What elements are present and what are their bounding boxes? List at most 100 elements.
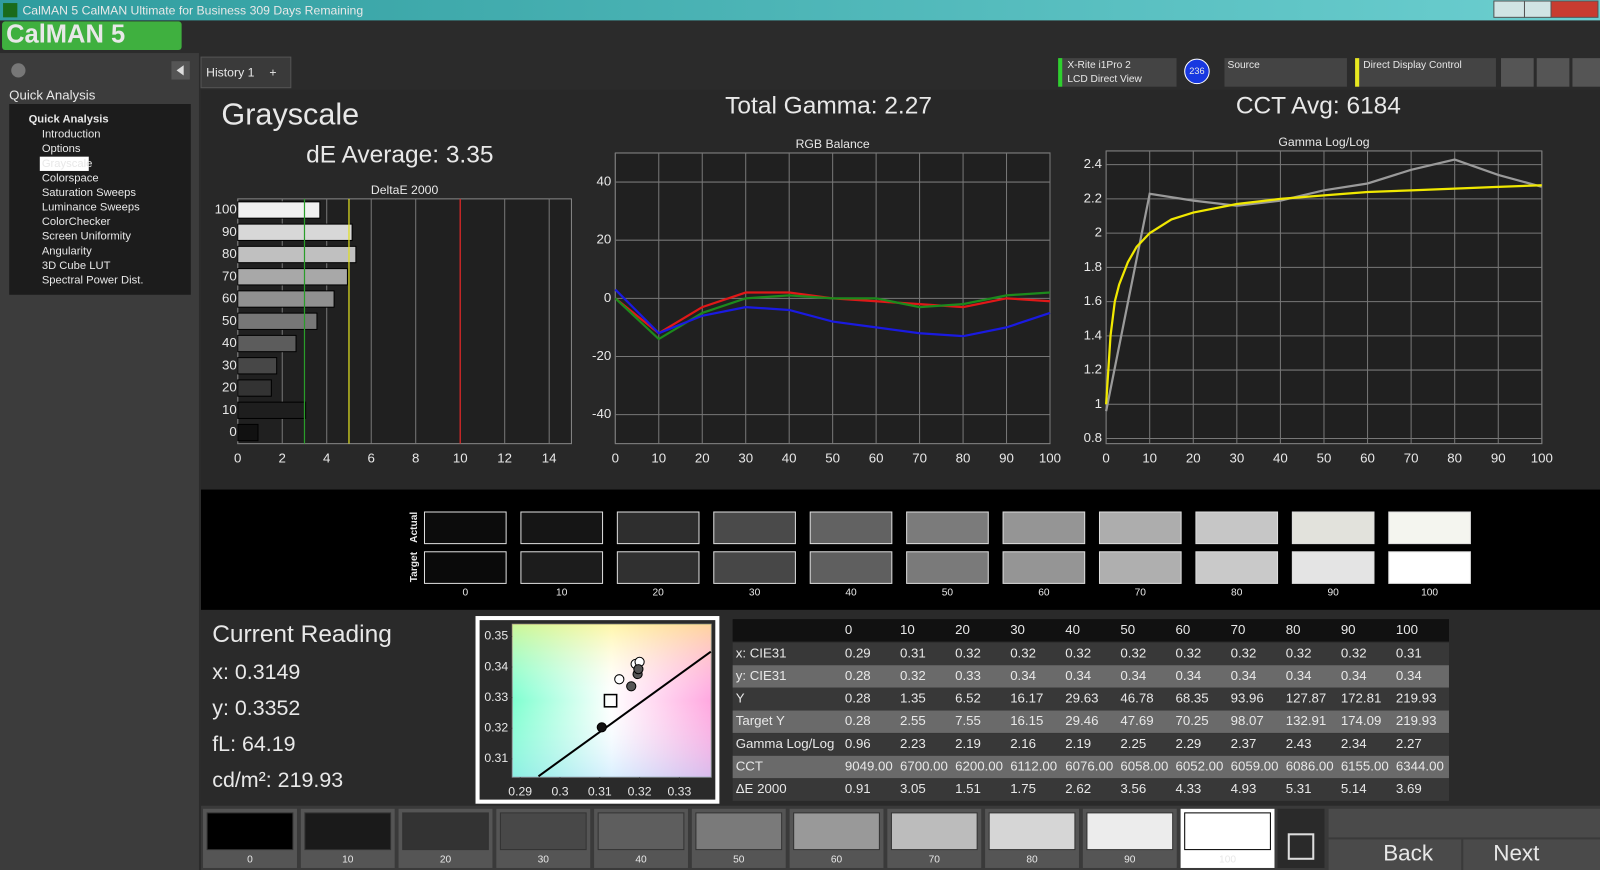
table-cell: 6052.00 <box>1176 758 1224 773</box>
table-cell: 0.34 <box>1176 668 1202 683</box>
sidebar-pin[interactable] <box>11 63 26 78</box>
table-cell: 0.31 <box>1396 645 1422 660</box>
actual-swatch <box>809 511 893 545</box>
minimize-button[interactable] <box>1493 0 1525 18</box>
y-tick-label: 20 <box>596 232 611 247</box>
tree-item[interactable]: Saturation Sweeps <box>42 187 137 199</box>
meter-box[interactable] <box>1058 58 1177 87</box>
window-title: CalMAN 5 CalMAN Ultimate for Business 30… <box>22 3 363 17</box>
selected-highlight <box>39 156 89 171</box>
table-cell: 0.33 <box>955 668 981 683</box>
patch-label: 60 <box>831 854 843 865</box>
table-cell: 0.28 <box>845 668 871 683</box>
y-tick-label: 0 <box>604 290 611 305</box>
tree-item[interactable]: Grayscale <box>42 158 93 170</box>
actual-swatch <box>906 511 989 545</box>
display-box[interactable] <box>1355 58 1496 87</box>
bar <box>237 245 357 264</box>
badge-text: 236 <box>1189 66 1204 76</box>
table-cell: 2.62 <box>1065 781 1091 796</box>
x-tick-label: 90 <box>999 450 1014 465</box>
tree-item[interactable]: Spectral Power Dist. <box>42 274 144 286</box>
panel-button[interactable] <box>1572 58 1600 87</box>
table-cell: 2.29 <box>1176 736 1202 751</box>
target-swatch <box>616 551 700 584</box>
series-line <box>1105 158 1543 412</box>
stop-icon <box>1287 833 1315 860</box>
table-cell: 6112.00 <box>1010 758 1057 773</box>
table-cell: 6086.00 <box>1286 758 1334 773</box>
tree-item[interactable]: Introduction <box>42 129 101 141</box>
row-label: Y <box>736 691 745 706</box>
tab[interactable] <box>200 56 292 89</box>
table-cell: 3.56 <box>1120 781 1146 796</box>
next-label: Next <box>1493 841 1540 866</box>
cct-avg: CCT Avg: 6184 <box>1236 93 1401 120</box>
target-swatch <box>1098 551 1182 584</box>
table-cell: 219.93 <box>1396 713 1437 728</box>
swatch-label: 100 <box>1421 587 1438 598</box>
bar <box>237 268 348 286</box>
y-tick-label: 1.6 <box>1084 293 1102 308</box>
y-tick-label: 0.34 <box>484 659 508 673</box>
x-tick-label: 0 <box>1102 450 1109 465</box>
x-tick-label: 40 <box>1273 450 1288 465</box>
x-tick-label: 0.31 <box>588 785 612 799</box>
table-cell: 0.34 <box>1231 668 1257 683</box>
target-swatch <box>1195 551 1279 584</box>
table-cell: 0.34 <box>1286 668 1312 683</box>
help-button[interactable] <box>1536 58 1570 87</box>
table-cell: 1.75 <box>1010 781 1036 796</box>
next-button[interactable] <box>1463 839 1600 870</box>
column-header: 20 <box>955 622 970 637</box>
table-cell: 132.91 <box>1286 713 1327 728</box>
back-button[interactable] <box>1328 839 1462 870</box>
table-cell: 93.96 <box>1231 691 1264 706</box>
maximize-button[interactable] <box>1523 0 1552 18</box>
table-cell: 2.55 <box>900 713 926 728</box>
x-tick-label: 70 <box>1404 450 1419 465</box>
table-cell: 6155.00 <box>1341 758 1389 773</box>
table-cell: 4.93 <box>1231 781 1257 796</box>
table-cell: 0.28 <box>845 713 871 728</box>
patch-label: 70 <box>929 854 941 865</box>
target-swatch <box>1002 551 1086 584</box>
table-cell: 0.29 <box>845 645 871 660</box>
settings-button[interactable] <box>1501 58 1534 87</box>
table-cell: 6.52 <box>955 691 981 706</box>
x-tick-label: 10 <box>1142 450 1157 465</box>
app-icon <box>3 3 18 18</box>
tree-item[interactable]: 3D Cube LUT <box>42 260 111 272</box>
tree-item[interactable]: Screen Uniformity <box>42 231 132 243</box>
reading-title: Current Reading <box>212 621 392 648</box>
actual-swatch <box>520 511 604 545</box>
table-cell: 219.93 <box>1396 691 1437 706</box>
actual-swatch <box>1388 511 1471 545</box>
close-button[interactable] <box>1550 0 1599 18</box>
tree-item[interactable]: Angularity <box>42 245 92 257</box>
logo-button[interactable] <box>2 21 182 50</box>
logo: CalMAN 5 <box>6 20 125 48</box>
tree-item[interactable]: Colorspace <box>42 172 99 184</box>
table-cell: 3.05 <box>900 781 926 796</box>
column-header: 50 <box>1120 622 1135 637</box>
table-cell: 2.19 <box>1065 736 1091 751</box>
badge[interactable] <box>1184 58 1210 85</box>
table-cell: 0.91 <box>845 781 871 796</box>
tree-item[interactable]: ColorChecker <box>42 216 111 228</box>
chart-title: RGB Balance <box>796 137 870 151</box>
table-cell: 2.27 <box>1396 736 1422 751</box>
tree-item[interactable]: Luminance Sweeps <box>42 202 140 214</box>
target-swatch <box>1388 551 1471 584</box>
table-cell: 6700.00 <box>900 758 948 773</box>
source-box[interactable] <box>1224 58 1347 87</box>
tree-item[interactable]: Options <box>42 143 81 155</box>
cie-tint <box>512 624 712 778</box>
table-cell: 0.32 <box>900 668 926 683</box>
bar <box>237 223 353 241</box>
table-row <box>732 755 1449 779</box>
x-tick-label: 8 <box>412 450 419 465</box>
patch-color <box>1184 812 1271 851</box>
table-cell: 2.25 <box>1120 736 1146 751</box>
